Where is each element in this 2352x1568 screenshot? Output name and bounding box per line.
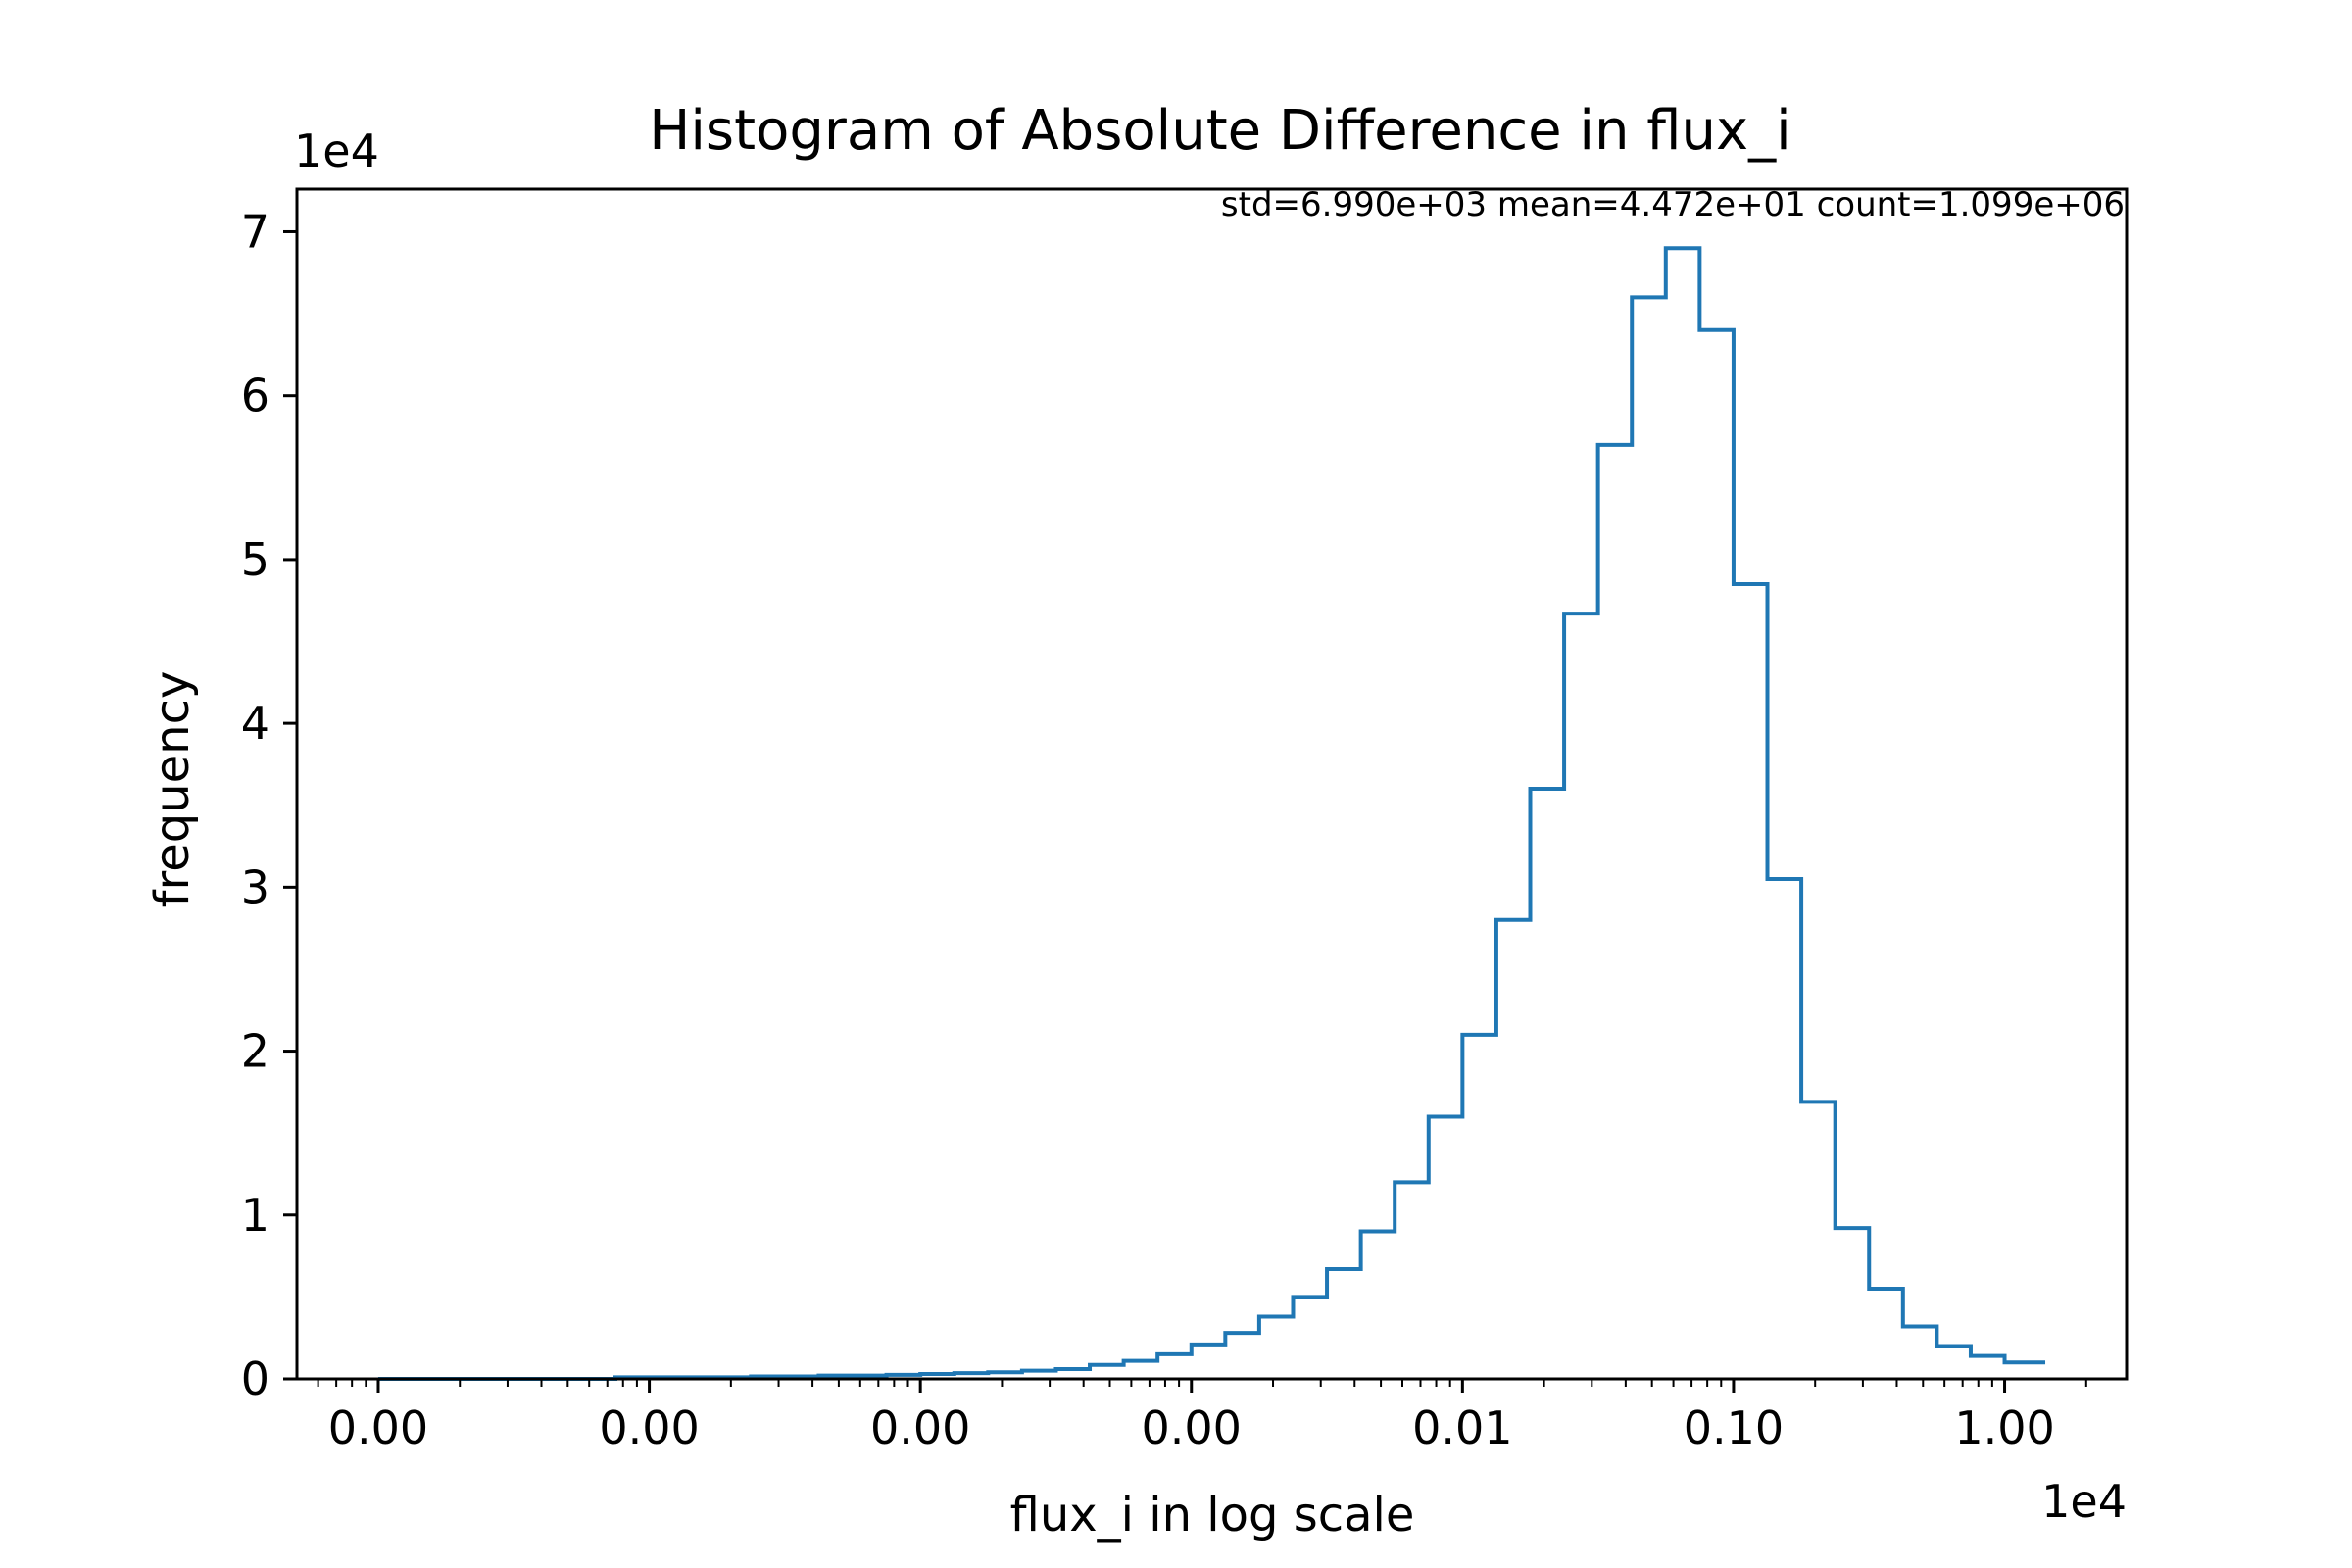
y-tick-label: 0 xyxy=(241,1352,270,1405)
x-axis-offset-label: 1e4 xyxy=(2041,1475,2127,1528)
x-tick-label: 0.00 xyxy=(328,1401,428,1454)
x-axis-ticks: 0.00 0.00 0.00 0.00 0.01 0.10 1.00 xyxy=(317,1379,2087,1454)
y-axis-ticks: 0 1 2 3 4 5 6 7 xyxy=(241,205,297,1405)
y-tick-label: 1 xyxy=(241,1189,270,1242)
x-tick-label: 0.00 xyxy=(870,1401,970,1454)
x-tick-label: 0.00 xyxy=(1142,1401,1242,1454)
x-axis-label: flux_i in log scale xyxy=(1010,1488,1415,1543)
x-tick-label: 0.01 xyxy=(1412,1401,1512,1454)
chart-title: Histogram of Absolute Difference in flux… xyxy=(649,99,1790,163)
x-tick-label: 0.00 xyxy=(599,1401,699,1454)
y-tick-label: 6 xyxy=(241,369,270,422)
x-tick-label: 1.00 xyxy=(1954,1401,2054,1454)
y-axis-offset-label: 1e4 xyxy=(294,124,379,177)
y-tick-label: 2 xyxy=(241,1025,270,1078)
y-axis-label: frequency xyxy=(145,671,200,907)
plot-area xyxy=(377,246,2046,1381)
histogram-step-line xyxy=(377,246,2046,1381)
y-tick-label: 5 xyxy=(241,533,270,586)
stats-annotation: std=6.990e+03 mean=4.472e+01 count=1.099… xyxy=(1221,185,2125,224)
axes-frame xyxy=(295,187,2129,1381)
y-tick-label: 7 xyxy=(241,205,270,258)
x-tick-label: 0.10 xyxy=(1684,1401,1784,1454)
y-tick-label: 3 xyxy=(241,860,270,913)
y-tick-label: 4 xyxy=(241,697,270,750)
